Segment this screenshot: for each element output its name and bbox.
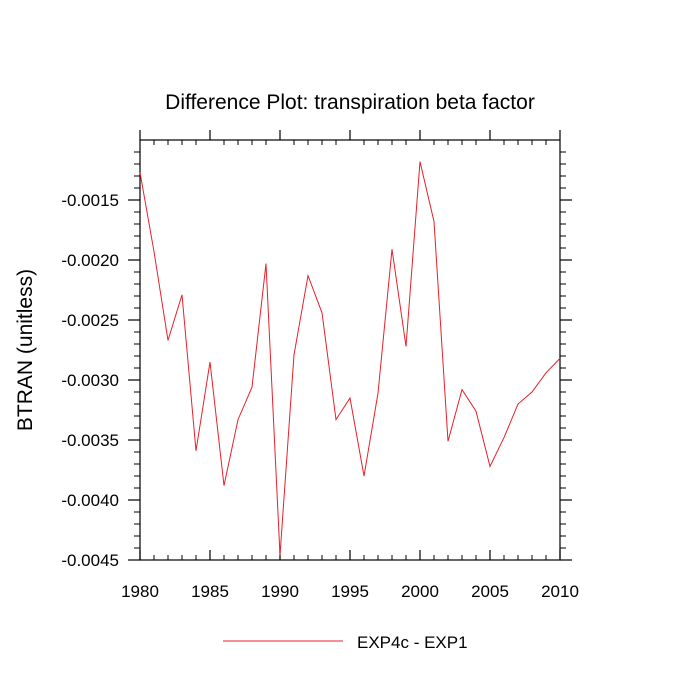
x-tick-labels: 1980 1985 1990 1995 2000 2005 2010: [121, 582, 579, 601]
y-tick-label: -0.0020: [61, 251, 119, 270]
series-line: [139, 161, 561, 556]
legend-label: EXP4c - EXP1: [357, 633, 468, 652]
x-tick-label: 2010: [541, 582, 579, 601]
y-tick-label: -0.0030: [61, 371, 119, 390]
x-tick-label: 1985: [191, 582, 229, 601]
y-axis-label: BTRAN (unitless): [14, 269, 37, 431]
y-tick-label: -0.0025: [61, 311, 119, 330]
x-tick-label: 2005: [471, 582, 509, 601]
legend: EXP4c - EXP1: [223, 633, 468, 652]
y-tick-label: -0.0035: [61, 431, 119, 450]
x-tick-label: 1990: [261, 582, 299, 601]
y-tick-label: -0.0015: [61, 191, 119, 210]
y-tick-label: -0.0040: [61, 491, 119, 510]
x-tick-label: 1980: [121, 582, 159, 601]
axis-ticks: [128, 130, 572, 561]
x-tick-label: 2000: [401, 582, 439, 601]
series-layer: [139, 161, 561, 556]
y-tick-label: -0.0045: [61, 551, 119, 570]
chart-title: Difference Plot: transpiration beta fact…: [165, 91, 535, 114]
plot-frame: [139, 139, 561, 561]
y-tick-labels: -0.0015 -0.0020 -0.0025 -0.0030 -0.0035 -0.00…: [61, 191, 119, 570]
x-tick-label: 1995: [331, 582, 369, 601]
